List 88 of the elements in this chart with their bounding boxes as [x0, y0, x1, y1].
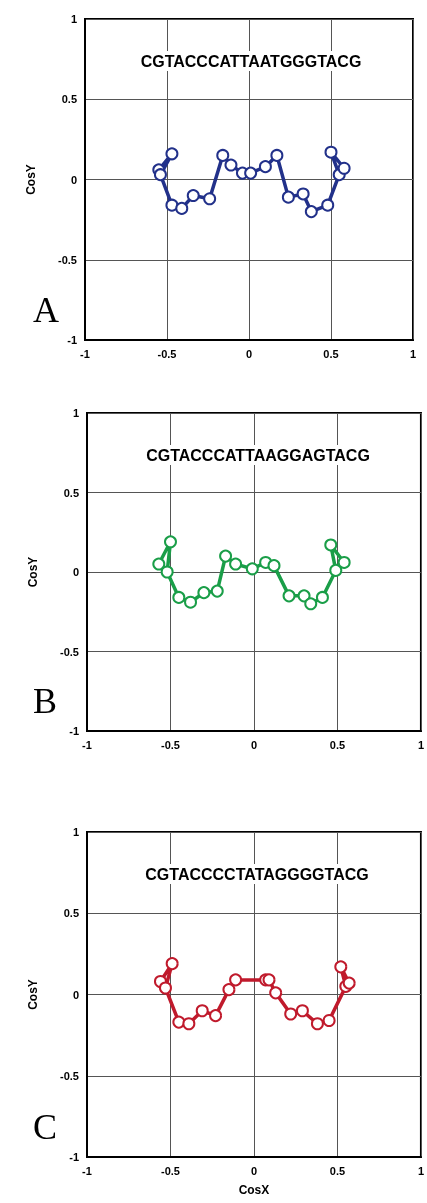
y-tick-label: 1: [72, 407, 79, 419]
point: [152, 557, 166, 571]
x-tick-label: -0.5: [161, 738, 180, 751]
point: [186, 189, 200, 203]
y-tick-label: 0.5: [61, 93, 77, 106]
point: [258, 160, 272, 174]
point: [296, 187, 310, 201]
point: [321, 198, 335, 212]
x-tick-label: -0.5: [157, 347, 177, 360]
point: [229, 973, 243, 987]
text: A: [33, 290, 59, 330]
y-tick-label: -1: [69, 1151, 79, 1163]
x-axis-title: CosX: [238, 1183, 270, 1197]
y-axis-title: CosY: [26, 556, 40, 588]
x-tick-label: 0: [250, 1164, 258, 1177]
y-tick-label: 1: [70, 13, 77, 25]
point: [297, 589, 311, 603]
y-tick-label: 0.5: [63, 486, 79, 499]
point: [304, 205, 318, 219]
point: [172, 590, 186, 604]
x-tick-label: 1: [417, 738, 424, 751]
point: [165, 957, 179, 971]
point: [203, 192, 217, 206]
point: [315, 590, 329, 604]
y-tick-label: -0.5: [60, 645, 79, 658]
y-tick-label: -1: [67, 334, 77, 346]
point: [153, 168, 167, 182]
x-tick-label: 0.5: [329, 738, 346, 751]
point: [324, 145, 338, 159]
point: [197, 586, 211, 600]
x-tick-label: 0: [245, 347, 253, 360]
point: [219, 549, 233, 563]
point: [270, 148, 284, 162]
y-tick-label: 0: [72, 988, 79, 1001]
point: [329, 563, 343, 577]
point: [310, 1017, 324, 1031]
point: [216, 148, 230, 162]
point: [324, 538, 338, 552]
point: [282, 589, 296, 603]
y-tick-label: 0: [72, 566, 79, 578]
point: [337, 161, 351, 175]
y-tick-label: -0.5: [60, 1069, 79, 1082]
point: [158, 981, 172, 995]
point: [224, 158, 238, 172]
point: [245, 562, 259, 576]
point: [195, 1004, 209, 1018]
point: [210, 584, 224, 598]
point: [269, 986, 283, 1000]
point: [164, 535, 177, 549]
point: [184, 595, 198, 609]
point: [244, 166, 258, 180]
point: [229, 557, 243, 571]
y-axis-title: CosY: [26, 979, 40, 1010]
point: [165, 147, 179, 161]
point: [182, 1017, 196, 1031]
point: [284, 1007, 298, 1021]
y-tick-label: -1: [69, 725, 79, 737]
point: [295, 1004, 309, 1018]
point: [334, 960, 348, 974]
text: C: [33, 1107, 58, 1147]
point: [222, 983, 236, 997]
point: [209, 1009, 223, 1023]
x-tick-label: -1: [82, 1164, 92, 1177]
point: [337, 555, 351, 569]
y-tick-label: 0.5: [63, 907, 79, 920]
point: [160, 565, 174, 579]
x-tick-label: 0.5: [323, 347, 339, 360]
point: [165, 198, 179, 212]
point: [267, 559, 281, 573]
text: CGTACCCCTATAGGGGTACG: [145, 865, 369, 883]
x-tick-label: -1: [82, 738, 92, 751]
x-tick-label: 1: [417, 1164, 424, 1177]
point: [175, 201, 189, 215]
x-tick-label: 0.5: [329, 1164, 346, 1177]
y-tick-label: -0.5: [58, 253, 77, 266]
x-tick-label: -0.5: [161, 1164, 180, 1177]
text: CGTACCCATTAAGGAGTACG: [146, 446, 370, 464]
x-tick-label: 0: [250, 738, 258, 751]
point: [322, 1014, 336, 1027]
text: B: [33, 681, 58, 721]
point: [281, 190, 295, 204]
x-tick-label: -1: [80, 347, 90, 360]
text: CGTACCCATTAATGGGTACG: [140, 52, 362, 70]
y-tick-label: 0: [70, 173, 77, 186]
point: [304, 597, 318, 611]
y-tick-label: 1: [72, 826, 79, 838]
y-axis-title: CosY: [24, 164, 38, 195]
x-tick-label: 1: [409, 347, 417, 360]
